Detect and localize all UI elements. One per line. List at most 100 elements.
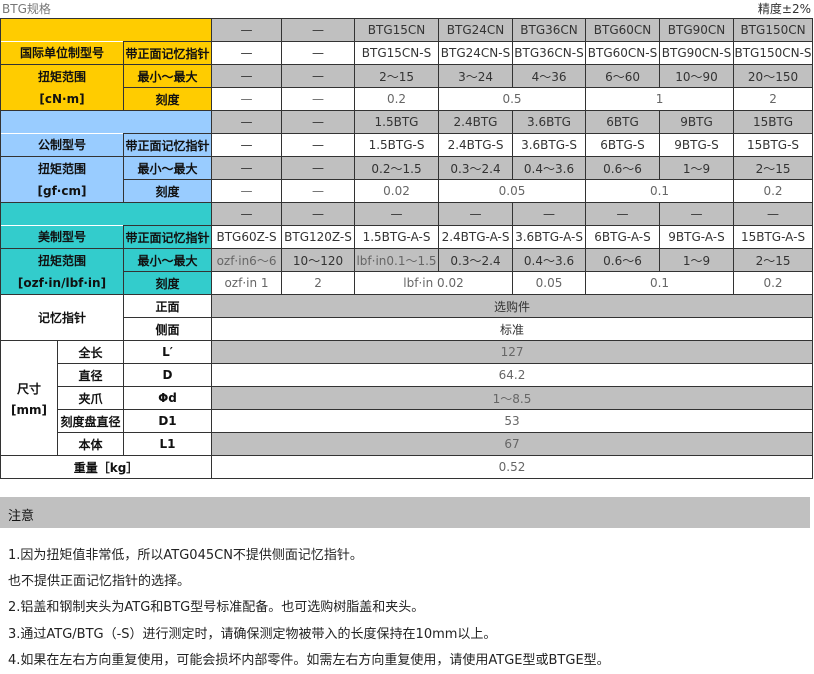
accuracy-label: 精度±2% xyxy=(757,2,811,16)
model-s-cell: 15BTG-S xyxy=(733,133,814,157)
minmax-label: 最小～最大 xyxy=(122,248,213,272)
dimension-name: 夹爪 xyxy=(57,386,124,410)
scale-cell: 2 xyxy=(281,271,356,295)
model-s-cell: BTG120Z-S xyxy=(281,225,356,249)
model-cell: BTG60CN xyxy=(585,18,661,42)
group-label: 公制型号 xyxy=(0,133,124,157)
range-cell: 0.3～2.4 xyxy=(438,248,514,272)
model-cell: — xyxy=(438,202,514,226)
table-row: — — BTG15CN BTG24CN BTG36CN BTG60CN BTG90CN BTG… xyxy=(0,18,814,42)
torque-label: 扭矩范围 xyxy=(0,64,124,88)
table-row: 扭矩范围 最小～最大 ozf·in6～6 10～120 lbf·in0.1～1.5 0.3… xyxy=(0,248,814,272)
dimension-symbol: L′ xyxy=(122,340,213,364)
model-s-cell: BTG150CN-S xyxy=(733,41,814,65)
table-row: 扭矩范围 最小～最大 — —0.2～1.5 0.3～2.4 0.4～3.6 0.6～6 1～9… xyxy=(0,156,814,180)
scale-cell: 0.05 xyxy=(512,271,587,295)
table-row: 本体 L1 67 xyxy=(1,432,814,456)
model-s-cell: BTG60CN-S xyxy=(585,41,661,65)
group-label: 国际单位制型号 xyxy=(0,41,124,65)
dimensions-label: 尺寸 [mm] xyxy=(0,340,58,456)
model-cell: BTG150CN xyxy=(733,18,814,42)
scale-label: 刻度 xyxy=(122,271,213,295)
dimension-value: 67 xyxy=(211,432,814,456)
dimensions-unit: [mm] xyxy=(11,402,47,417)
notes-header: 注意 xyxy=(0,497,810,528)
model-cell: BTG24CN xyxy=(438,18,514,42)
scale-cell: 2 xyxy=(733,87,814,111)
table-row: [gf·cm] 刻度 — —0.02 0.05 0.1 0.2 xyxy=(0,179,814,203)
weight-value: 0.52 xyxy=(211,455,814,479)
model-s-cell: — xyxy=(211,41,283,65)
model-s-cell: 9BTG-A-S xyxy=(659,225,735,249)
memory-side-value: 标准 xyxy=(211,317,814,341)
range-cell: 0.3～2.4 xyxy=(438,156,514,180)
notes-title: 注意 xyxy=(8,509,35,524)
scale-cell: 0.2 xyxy=(733,271,814,295)
model-cell: BTG90CN xyxy=(659,18,735,42)
model-s-cell: — xyxy=(211,133,283,157)
range-cell: 2～15 xyxy=(354,64,440,88)
model-s-cell: 1.5BTG-A-S xyxy=(354,225,440,249)
minmax-label: 最小～最大 xyxy=(122,156,213,180)
dimension-name: 全长 xyxy=(57,340,124,364)
page-title: BTG规格 xyxy=(2,2,51,16)
scale-cell: ozf·in 1 xyxy=(211,271,283,295)
scale-cell: lbf·in 0.02 xyxy=(354,271,514,295)
weight-label: 重量［kg］ xyxy=(0,455,213,479)
table-row: 尺寸 [mm] 全长 L′ 127 xyxy=(0,340,814,456)
memory-label: 记忆指针 xyxy=(0,294,124,341)
model-s-cell: BTG15CN-S xyxy=(354,41,440,65)
range-cell: 0.6～6 xyxy=(585,248,661,272)
scale-cell: 0.05 xyxy=(438,179,587,203)
group-header-cell xyxy=(0,110,213,134)
note-item: 也不提供正面记忆指针的选择。 xyxy=(8,574,191,589)
table-row: 重量［kg］ 0.52 xyxy=(0,455,814,479)
scale-cell: 0.02 xyxy=(354,179,440,203)
model-cell: 9BTG xyxy=(659,110,735,134)
table-row: — —1.5BTG 2.4BTG 3.6BTG 6BTG 9BTG 15BTG xyxy=(0,110,814,134)
front-pointer-label: 带正面记忆指针 xyxy=(122,225,213,249)
range-cell: 0.2～1.5 xyxy=(354,156,440,180)
range-cell: 1～9 xyxy=(659,248,735,272)
memory-front-value: 选购件 xyxy=(211,294,814,318)
table-row: 国际单位制型号 带正面记忆指针 — — BTG15CN-S BTG24CN-S BTG36C… xyxy=(0,41,814,65)
model-s-cell: 3.6BTG-S xyxy=(512,133,587,157)
range-cell: 2～15 xyxy=(733,156,814,180)
model-s-cell: BTG24CN-S xyxy=(438,41,514,65)
scale-cell: 0.5 xyxy=(438,87,587,111)
scale-cell: 0.2 xyxy=(354,87,440,111)
range-cell: 4～36 xyxy=(512,64,587,88)
model-s-cell: BTG36CN-S xyxy=(512,41,587,65)
model-cell: — xyxy=(211,110,283,134)
model-cell: — xyxy=(585,202,661,226)
model-cell: — xyxy=(659,202,735,226)
range-cell: ozf·in6～6 xyxy=(211,248,283,272)
table-row: 侧面 标准 xyxy=(1,317,814,341)
scale-cell: — xyxy=(281,87,356,111)
scale-cell: 1 xyxy=(585,87,735,111)
model-s-cell: 6BTG-A-S xyxy=(585,225,661,249)
table-row: 记忆指针 正面 选购件 xyxy=(0,294,814,341)
model-cell: — xyxy=(354,202,440,226)
dimension-symbol: L1 xyxy=(122,432,213,456)
dimension-value: 64.2 xyxy=(211,363,814,387)
model-cell: 3.6BTG xyxy=(512,110,587,134)
table-row: 美制型号 带正面记忆指针 BTG60Z-S BTG120Z-S 1.5BTG-A-S 2.… xyxy=(0,225,814,249)
memory-front-label: 正面 xyxy=(122,294,213,318)
range-cell: 3～24 xyxy=(438,64,514,88)
group-header-cell xyxy=(0,18,213,42)
table-row: [cN·m] 刻度 — —0.2 0.5 1 2 xyxy=(0,87,814,111)
dimension-symbol: D1 xyxy=(122,409,213,433)
scale-cell: — xyxy=(211,179,283,203)
model-s-cell: 15BTG-A-S xyxy=(733,225,814,249)
dimension-symbol: D xyxy=(122,363,213,387)
dimension-value: 53 xyxy=(211,409,814,433)
range-cell: — xyxy=(281,156,356,180)
range-cell: 10～90 xyxy=(659,64,735,88)
range-cell: 20～150 xyxy=(733,64,814,88)
range-cell: 2～15 xyxy=(733,248,814,272)
model-cell: — xyxy=(733,202,814,226)
model-cell: — xyxy=(281,18,356,42)
model-cell: BTG15CN xyxy=(354,18,440,42)
dimensions-title: 尺寸 xyxy=(16,381,41,396)
